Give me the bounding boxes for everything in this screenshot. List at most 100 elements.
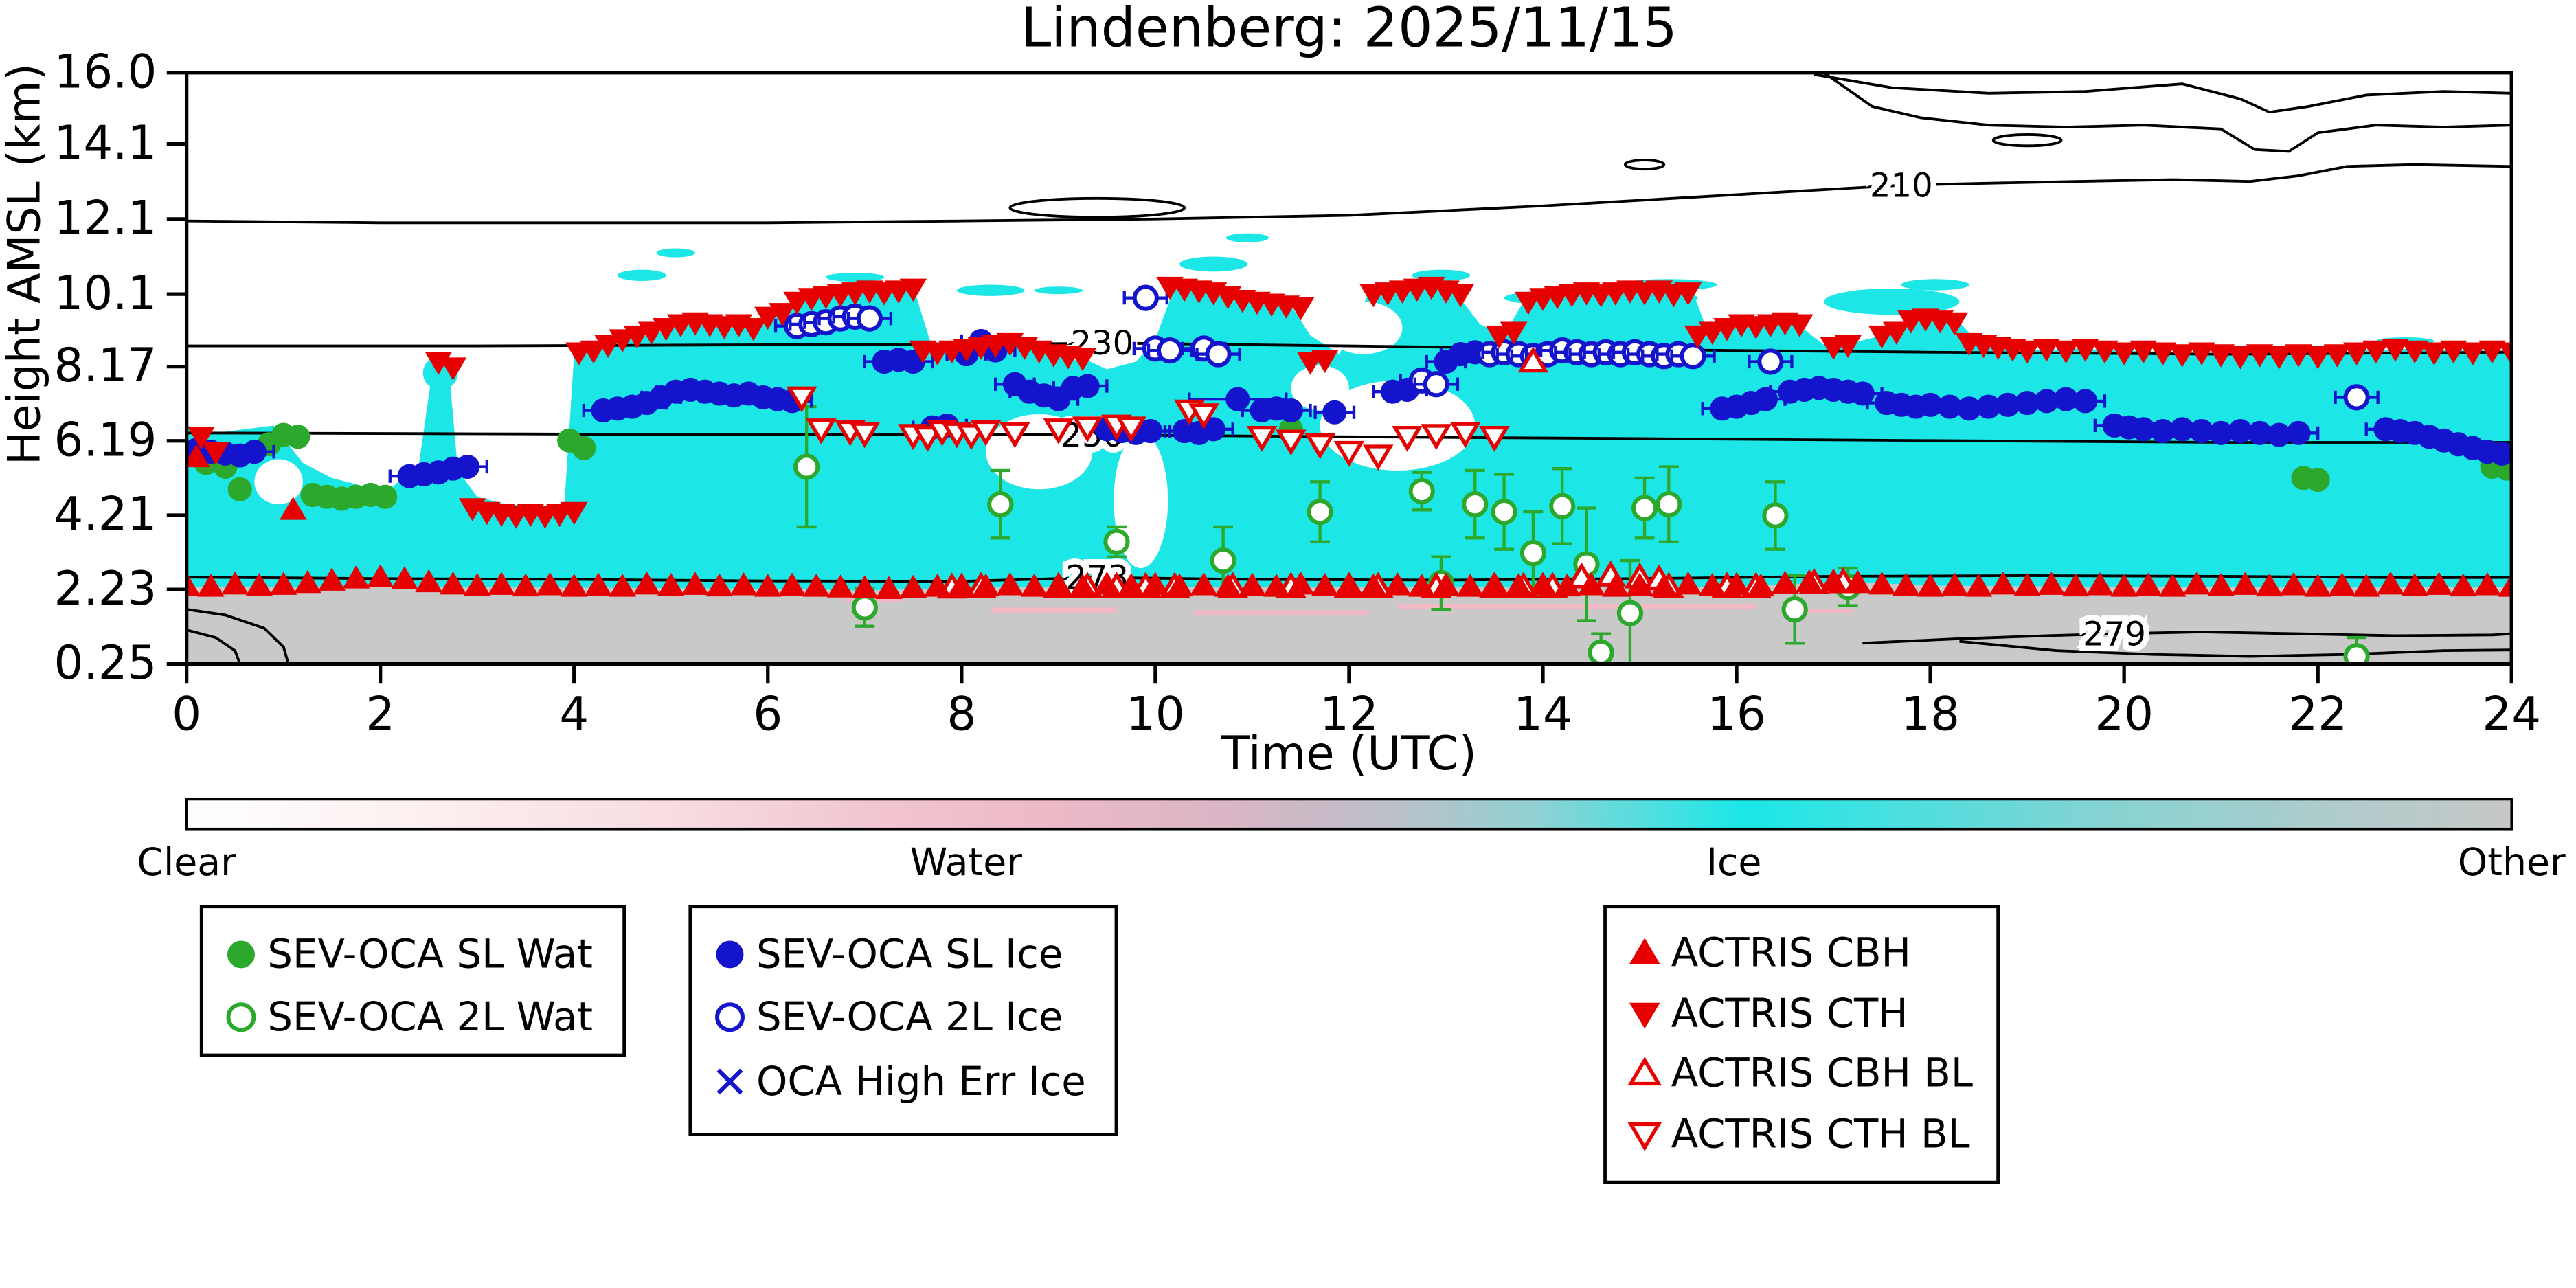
scatter-point — [1188, 403, 1219, 430]
scatter-point — [202, 442, 229, 465]
scatter-point — [2439, 340, 2467, 364]
scatter-point — [1680, 343, 1706, 370]
legend-label-cth-bl: ACTRIS CTH BL — [1671, 1111, 1970, 1157]
scatter-point — [1762, 502, 1789, 529]
scatter-point — [716, 1068, 743, 1095]
scatter-point — [186, 572, 201, 596]
scatter-point — [802, 574, 831, 597]
scatter-point — [439, 357, 467, 381]
legend-label-cbh-bl: ACTRIS CBH BL — [1671, 1050, 1973, 1096]
scatter-point — [1075, 374, 1100, 398]
scatter-point — [1631, 495, 1658, 521]
x-tick-label: 14 — [1513, 687, 1572, 741]
classification-colorbar: Clear Water Ice Other — [137, 798, 2566, 885]
scatter-point — [2498, 342, 2512, 366]
scatter-point — [1190, 572, 1218, 596]
scatter-point — [2459, 342, 2487, 366]
x-tick-label: 16 — [1707, 687, 1766, 741]
x-tick-label: 4 — [559, 687, 589, 741]
scatter-point — [221, 571, 249, 595]
other-region — [186, 582, 2512, 664]
scatter-point — [739, 317, 767, 341]
scatter-point — [716, 940, 744, 969]
ice-wisp — [956, 284, 1025, 296]
scatter-point — [1820, 568, 1847, 592]
scatter-point — [2129, 340, 2158, 364]
scatter-point — [1627, 1057, 1662, 1086]
scatter-point — [2342, 342, 2371, 366]
scatter-point — [2188, 342, 2215, 366]
scatter-point — [681, 572, 709, 595]
contour-loop — [1991, 133, 2063, 148]
scatter-point — [1142, 572, 1169, 595]
colorbar-label-water: Water — [910, 841, 1023, 885]
scatter-point — [1447, 284, 1474, 308]
scatter-point — [851, 594, 878, 621]
scatter-point — [1069, 574, 1096, 597]
contour-line — [186, 608, 290, 664]
legend: SEV-OCA SL Wat SEV-OCA 2L Wat SEV-OCA SL… — [199, 905, 2000, 1184]
scatter-point — [1214, 574, 1242, 597]
scatter-point — [1491, 498, 1517, 526]
scatter-point — [1517, 346, 1549, 373]
scatter-point — [560, 501, 588, 526]
scatter-point — [415, 569, 442, 593]
scatter-point — [2013, 573, 2041, 596]
scatter-point — [1072, 416, 1103, 443]
scatter-point — [1674, 282, 1702, 306]
scatter-point — [1287, 571, 1315, 595]
scatter-point — [2401, 573, 2428, 596]
scatter-point — [2246, 344, 2274, 368]
scatter-point — [1771, 570, 1799, 594]
scatter-point — [391, 566, 418, 589]
y-tick-label: 16.0 — [54, 45, 157, 98]
scatter-point — [2377, 571, 2404, 595]
scatter-point — [1553, 573, 1581, 597]
scatter-point — [488, 572, 515, 595]
scatter-point — [2013, 340, 2041, 364]
scatter-point — [2280, 572, 2307, 596]
x-tick-label: 2 — [365, 687, 395, 741]
scatter-point — [1757, 348, 1784, 375]
scatter-point — [849, 422, 881, 449]
scatter-point — [714, 1002, 745, 1032]
scatter-point — [1383, 572, 1412, 596]
scatter-point — [970, 420, 1002, 447]
scatter-point — [1304, 433, 1335, 460]
scatter-point — [594, 335, 622, 359]
water-region — [1785, 609, 1853, 613]
scatter-point — [1674, 571, 1702, 595]
scatter-point — [186, 444, 210, 468]
axes: 0 2 4 6 8 10 12 14 16 18 20 22 2416.014.112.110.18.1… — [54, 45, 2542, 741]
scatter-point — [1311, 573, 1339, 596]
ice-wisp — [1034, 286, 1083, 295]
scatter-point — [2304, 346, 2331, 370]
scatter-point — [1656, 491, 1682, 518]
scatter-point — [373, 484, 398, 509]
scatter-point — [2343, 643, 2370, 664]
scatter-point — [856, 305, 883, 332]
scatter-point — [1043, 418, 1074, 444]
scatter-point — [2207, 573, 2235, 596]
scatter-point — [786, 386, 817, 413]
scatter-point — [1432, 572, 1460, 596]
scatter-point — [463, 573, 491, 596]
scatter-point — [1781, 596, 1808, 623]
scatter-point — [1549, 493, 1576, 519]
water-region — [1397, 603, 1756, 610]
legend-box-water — [199, 905, 626, 1057]
scatter-point — [2255, 573, 2283, 597]
ice-wisp — [826, 272, 885, 282]
scatter-point — [1449, 422, 1481, 449]
y-tick-label: 12.1 — [54, 191, 157, 245]
scatter-point — [318, 567, 346, 591]
legend-marker-2l_wat — [226, 1002, 256, 1032]
scatter-point — [2352, 574, 2380, 597]
scatter-point — [342, 565, 370, 589]
scatter-point — [2168, 344, 2196, 368]
scatter-point — [286, 425, 310, 449]
scatter-point — [1588, 639, 1614, 664]
scatter-point — [188, 427, 215, 450]
scatter-point — [1485, 325, 1513, 349]
